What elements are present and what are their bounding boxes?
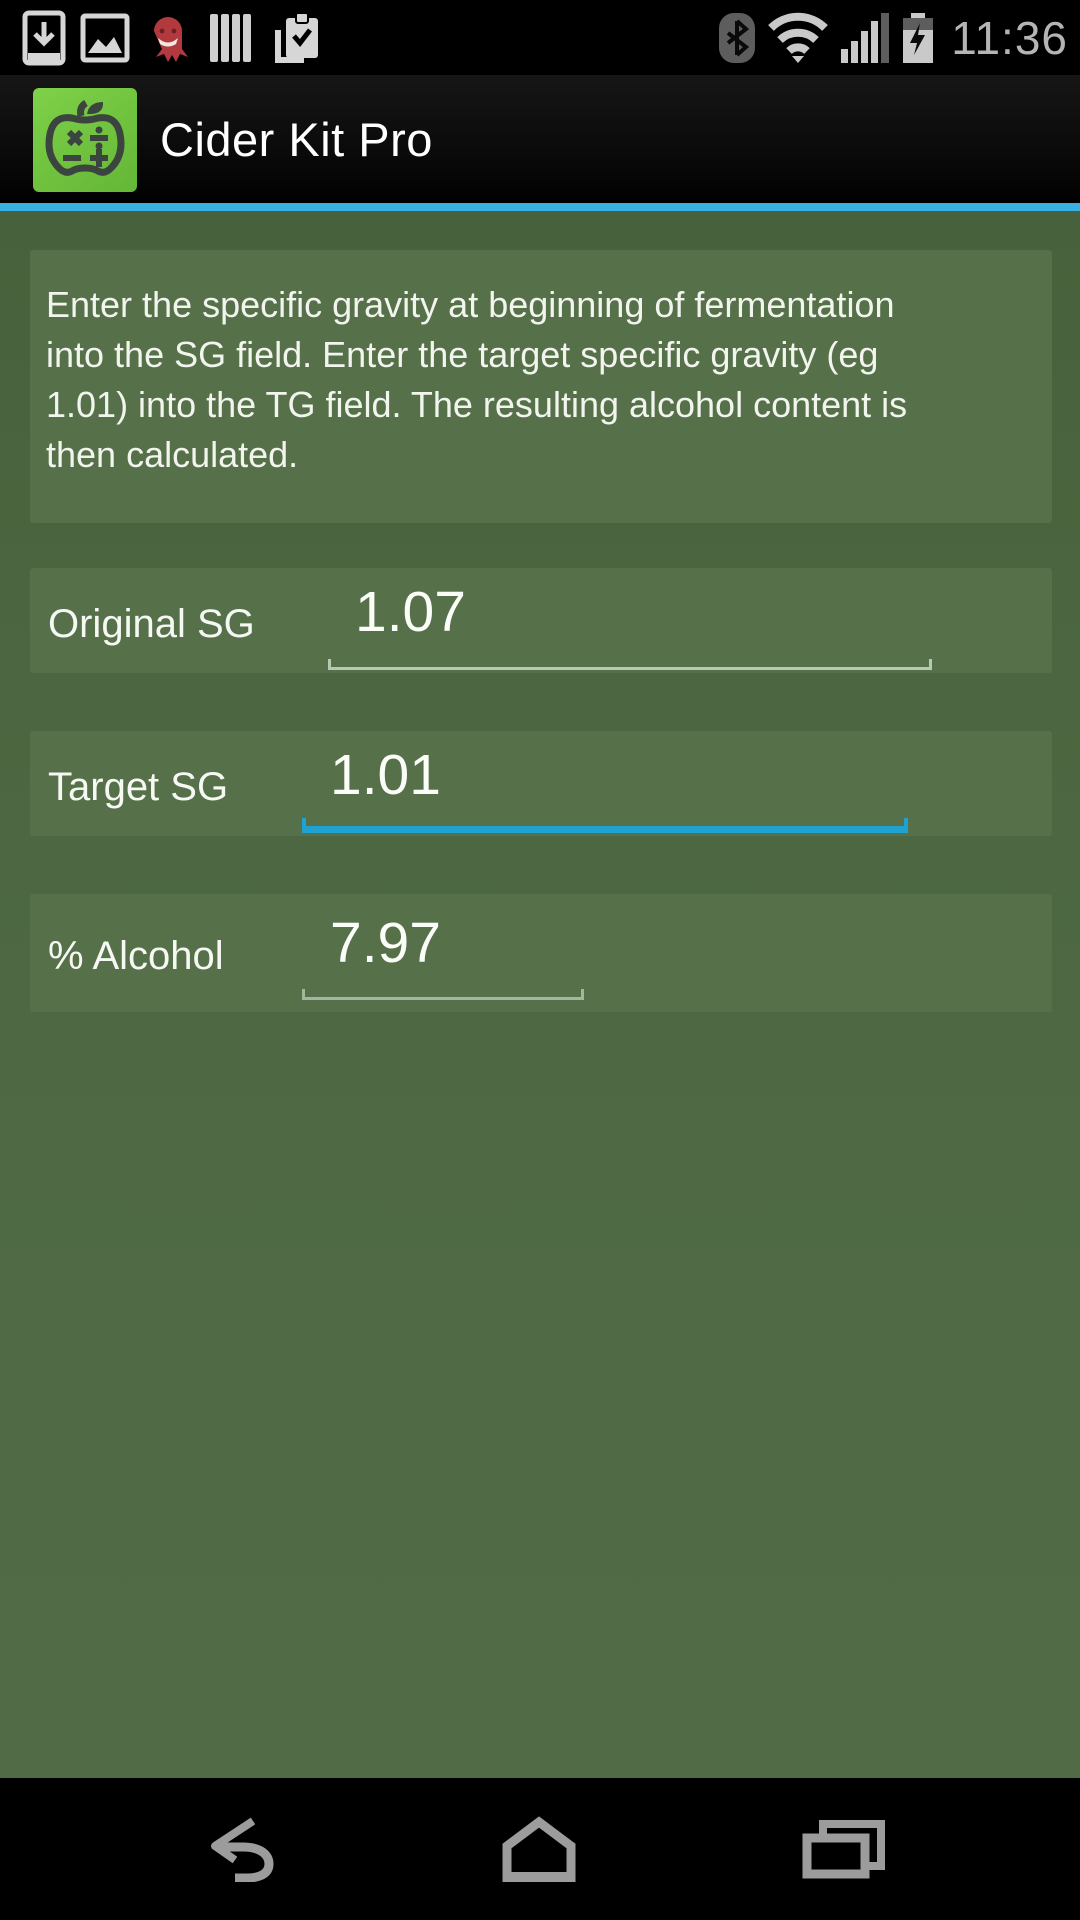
- original-sg-row: Original SG 1.07: [30, 568, 1052, 673]
- percent-alcohol-row: % Alcohol 7.97: [30, 894, 1052, 1012]
- original-sg-underline[interactable]: [328, 659, 932, 670]
- original-sg-input[interactable]: 1.07: [355, 580, 466, 644]
- home-icon: [502, 1816, 576, 1882]
- recents-icon: [802, 1820, 885, 1879]
- recents-button[interactable]: [753, 1778, 933, 1920]
- percent-alcohol-label: % Alcohol: [48, 934, 224, 979]
- target-sg-label: Target SG: [48, 764, 229, 809]
- original-sg-label: Original SG: [48, 601, 255, 646]
- notification-icons: [22, 0, 322, 75]
- signal-icon: [841, 12, 890, 63]
- navigation-bar: [0, 1778, 1080, 1920]
- clipboard-check-icon: [275, 11, 318, 63]
- instructions-text: Enter the specific gravity at beginning …: [46, 284, 908, 475]
- app-title: Cider Kit Pro: [160, 112, 433, 166]
- status-time: 11:36: [951, 11, 1068, 64]
- pages-icon: [210, 13, 251, 62]
- wifi-icon: [768, 12, 829, 63]
- system-status-icons: 11:36: [717, 0, 1068, 75]
- gallery-icon: [80, 13, 130, 62]
- instructions-panel: Enter the specific gravity at beginning …: [30, 250, 1052, 523]
- target-sg-row: Target SG 1.01: [30, 731, 1052, 836]
- back-icon: [211, 1817, 274, 1882]
- back-button[interactable]: [151, 1778, 331, 1920]
- accent-divider: [0, 203, 1080, 211]
- content-area: Enter the specific gravity at beginning …: [0, 211, 1080, 1778]
- target-sg-input[interactable]: 1.01: [330, 743, 441, 807]
- percent-alcohol-underline: [302, 989, 584, 1000]
- percent-alcohol-value: 7.97: [330, 911, 441, 975]
- target-sg-underline-focused[interactable]: [302, 818, 908, 833]
- cider-kit-app-icon: [33, 88, 137, 192]
- battery-charging-icon: [903, 12, 934, 63]
- status-bar: 11:36: [0, 0, 1080, 75]
- download-icon: [22, 10, 66, 65]
- octopus-icon: [154, 16, 188, 62]
- home-button[interactable]: [449, 1778, 629, 1920]
- bluetooth-icon: [719, 12, 756, 63]
- app-bar: Cider Kit Pro: [0, 75, 1080, 203]
